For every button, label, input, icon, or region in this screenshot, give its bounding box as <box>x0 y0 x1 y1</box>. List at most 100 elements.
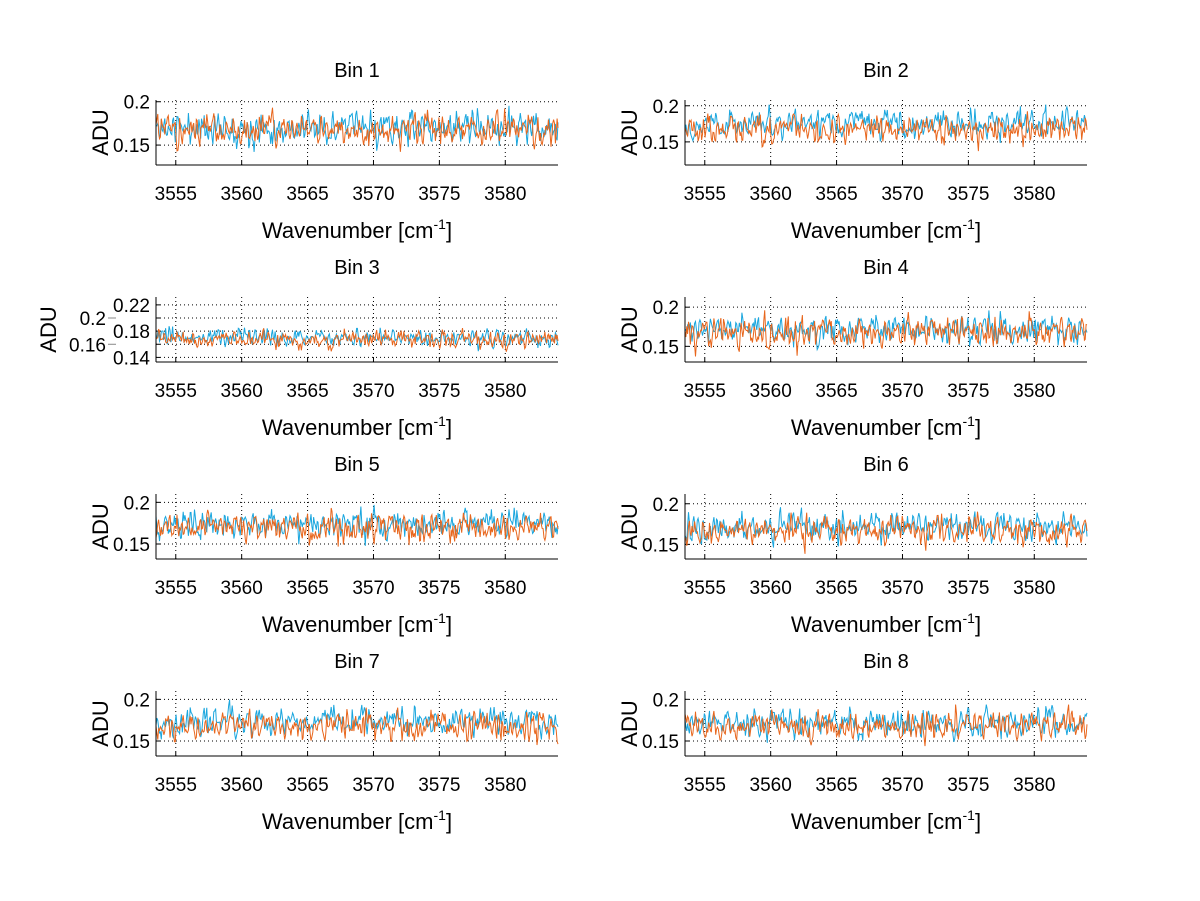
subplot-title: Bin 8 <box>863 651 909 673</box>
x-axis-label: Wavenumber [cm-1] <box>262 610 452 637</box>
y-tick-label: 0.2 <box>124 690 150 711</box>
y-axis-label: ADU <box>617 700 642 746</box>
x-axis-label-superscript: -1 <box>963 807 976 823</box>
y-tick-label: 0.2 <box>653 298 679 319</box>
x-tick-label: 3555 <box>684 184 726 205</box>
subplot-title: Bin 6 <box>863 454 909 476</box>
series-1-line <box>684 104 1088 144</box>
x-axis-label-superscript: -1 <box>434 610 447 626</box>
x-tick-label: 3565 <box>286 775 328 796</box>
x-axis-label: Wavenumber [cm-1] <box>791 807 981 834</box>
x-axis-label-main: Wavenumber [cm <box>262 612 434 637</box>
y-tick-label: 0.2 <box>124 93 150 114</box>
x-tick-label: 3575 <box>418 578 460 599</box>
x-axis-label-superscript: -1 <box>963 216 976 232</box>
series-2-line <box>684 511 1088 554</box>
x-tick-label: 3555 <box>155 578 197 599</box>
x-tick-label: 3575 <box>947 578 989 599</box>
y-tick-label: 0.15 <box>642 732 679 753</box>
subplot-2: 3555 3560 3565 3570 3575 3580 0.15 0.2 Bin 2 ADU W… <box>617 60 1088 243</box>
x-tick-label: 3555 <box>155 184 197 205</box>
x-axis-label-main: Wavenumber [cm <box>791 415 963 440</box>
x-tick-label: 3555 <box>155 775 197 796</box>
x-tick-label: 3560 <box>750 381 792 402</box>
x-tick-label: 3570 <box>881 381 923 402</box>
y-tick-label: 0.15 <box>113 732 150 753</box>
y-tick-label: 0.2 <box>653 495 679 516</box>
x-tick-label: 3575 <box>947 775 989 796</box>
y-axis-label: ADU <box>36 306 61 352</box>
x-axis-label: Wavenumber [cm-1] <box>262 216 452 243</box>
x-tick-label: 3580 <box>1013 578 1055 599</box>
y-axis-label: ADU <box>617 306 642 352</box>
x-axis-label-end: ] <box>975 415 981 440</box>
series-2-line <box>155 107 559 152</box>
series-2-line <box>155 707 559 746</box>
series-1-line <box>684 704 1088 743</box>
x-tick-label: 3565 <box>286 381 328 402</box>
y-tick-label: 0.2 <box>80 309 106 330</box>
x-tick-label: 3560 <box>750 184 792 205</box>
x-tick-label: 3560 <box>221 578 263 599</box>
series-1-line <box>155 699 559 740</box>
subplot-title: Bin 1 <box>334 60 380 82</box>
x-tick-label: 3580 <box>1013 381 1055 402</box>
x-tick-label: 3570 <box>352 578 394 599</box>
y-tick-label: 0.2 <box>653 690 679 711</box>
x-axis-label: Wavenumber [cm-1] <box>262 807 452 834</box>
x-axis-label: Wavenumber [cm-1] <box>791 610 981 637</box>
y-axis-label: ADU <box>617 503 642 549</box>
x-tick-label: 3565 <box>815 775 857 796</box>
x-tick-label: 3555 <box>684 775 726 796</box>
series-2-line <box>684 111 1088 152</box>
subplot-7: 3555 3560 3565 3570 3575 3580 0.15 0.2 Bin 7 ADU W… <box>88 651 559 834</box>
y-tick-label: 0.16 <box>69 335 106 356</box>
x-tick-label: 3565 <box>815 578 857 599</box>
x-tick-label: 3580 <box>484 578 526 599</box>
y-tick-label: 0.18 <box>113 322 150 343</box>
series-1-line <box>684 310 1088 352</box>
x-axis-label: Wavenumber [cm-1] <box>791 216 981 243</box>
y-tick-label: 0.14 <box>113 348 150 369</box>
y-tick-label: 0.15 <box>113 136 150 157</box>
x-tick-label: 3565 <box>286 184 328 205</box>
x-tick-label: 3575 <box>947 184 989 205</box>
x-tick-label: 3570 <box>881 775 923 796</box>
y-axis-label: ADU <box>617 109 642 155</box>
x-axis-label-superscript: -1 <box>963 610 976 626</box>
subplot-title: Bin 2 <box>863 60 909 82</box>
x-axis-label: Wavenumber [cm-1] <box>262 413 452 440</box>
y-tick-label: 0.15 <box>642 535 679 556</box>
series-2-line <box>684 704 1088 747</box>
series-2-line <box>155 507 559 547</box>
series-1-line <box>684 507 1088 548</box>
series-2-line <box>155 328 559 352</box>
x-axis-label-main: Wavenumber [cm <box>262 415 434 440</box>
x-axis-label-main: Wavenumber [cm <box>791 612 963 637</box>
subplot-title: Bin 7 <box>334 651 380 673</box>
x-tick-label: 3555 <box>155 381 197 402</box>
series-2-line <box>684 310 1088 357</box>
y-axis-label: ADU <box>88 503 113 549</box>
x-tick-label: 3580 <box>484 381 526 402</box>
x-axis-label-end: ] <box>446 415 452 440</box>
series-1-line <box>155 105 559 152</box>
x-tick-label: 3580 <box>1013 184 1055 205</box>
subplot-3: 3555 3560 3565 3570 3575 3580 0.14 0.16 0.18 0.2 0… <box>36 257 559 440</box>
x-tick-label: 3560 <box>221 184 263 205</box>
subplot-1: 3555 3560 3565 3570 3575 3580 0.15 0.2 Bin 1 ADU W… <box>88 60 559 243</box>
x-axis-label-main: Wavenumber [cm <box>791 218 963 243</box>
x-tick-label: 3560 <box>221 775 263 796</box>
x-axis-label-end: ] <box>446 612 452 637</box>
x-axis-label-end: ] <box>975 218 981 243</box>
x-axis-label-end: ] <box>446 218 452 243</box>
y-tick-label: 0.15 <box>113 535 150 556</box>
y-tick-label: 0.2 <box>124 493 150 514</box>
subplot-8: 3555 3560 3565 3570 3575 3580 0.15 0.2 Bin 8 ADU W… <box>617 651 1088 834</box>
x-tick-label: 3580 <box>1013 775 1055 796</box>
x-tick-label: 3555 <box>684 381 726 402</box>
x-axis-label-superscript: -1 <box>963 413 976 429</box>
x-axis-label-superscript: -1 <box>434 413 447 429</box>
subplot-5: 3555 3560 3565 3570 3575 3580 0.15 0.2 Bin 5 ADU W… <box>88 454 559 637</box>
x-tick-label: 3565 <box>815 184 857 205</box>
